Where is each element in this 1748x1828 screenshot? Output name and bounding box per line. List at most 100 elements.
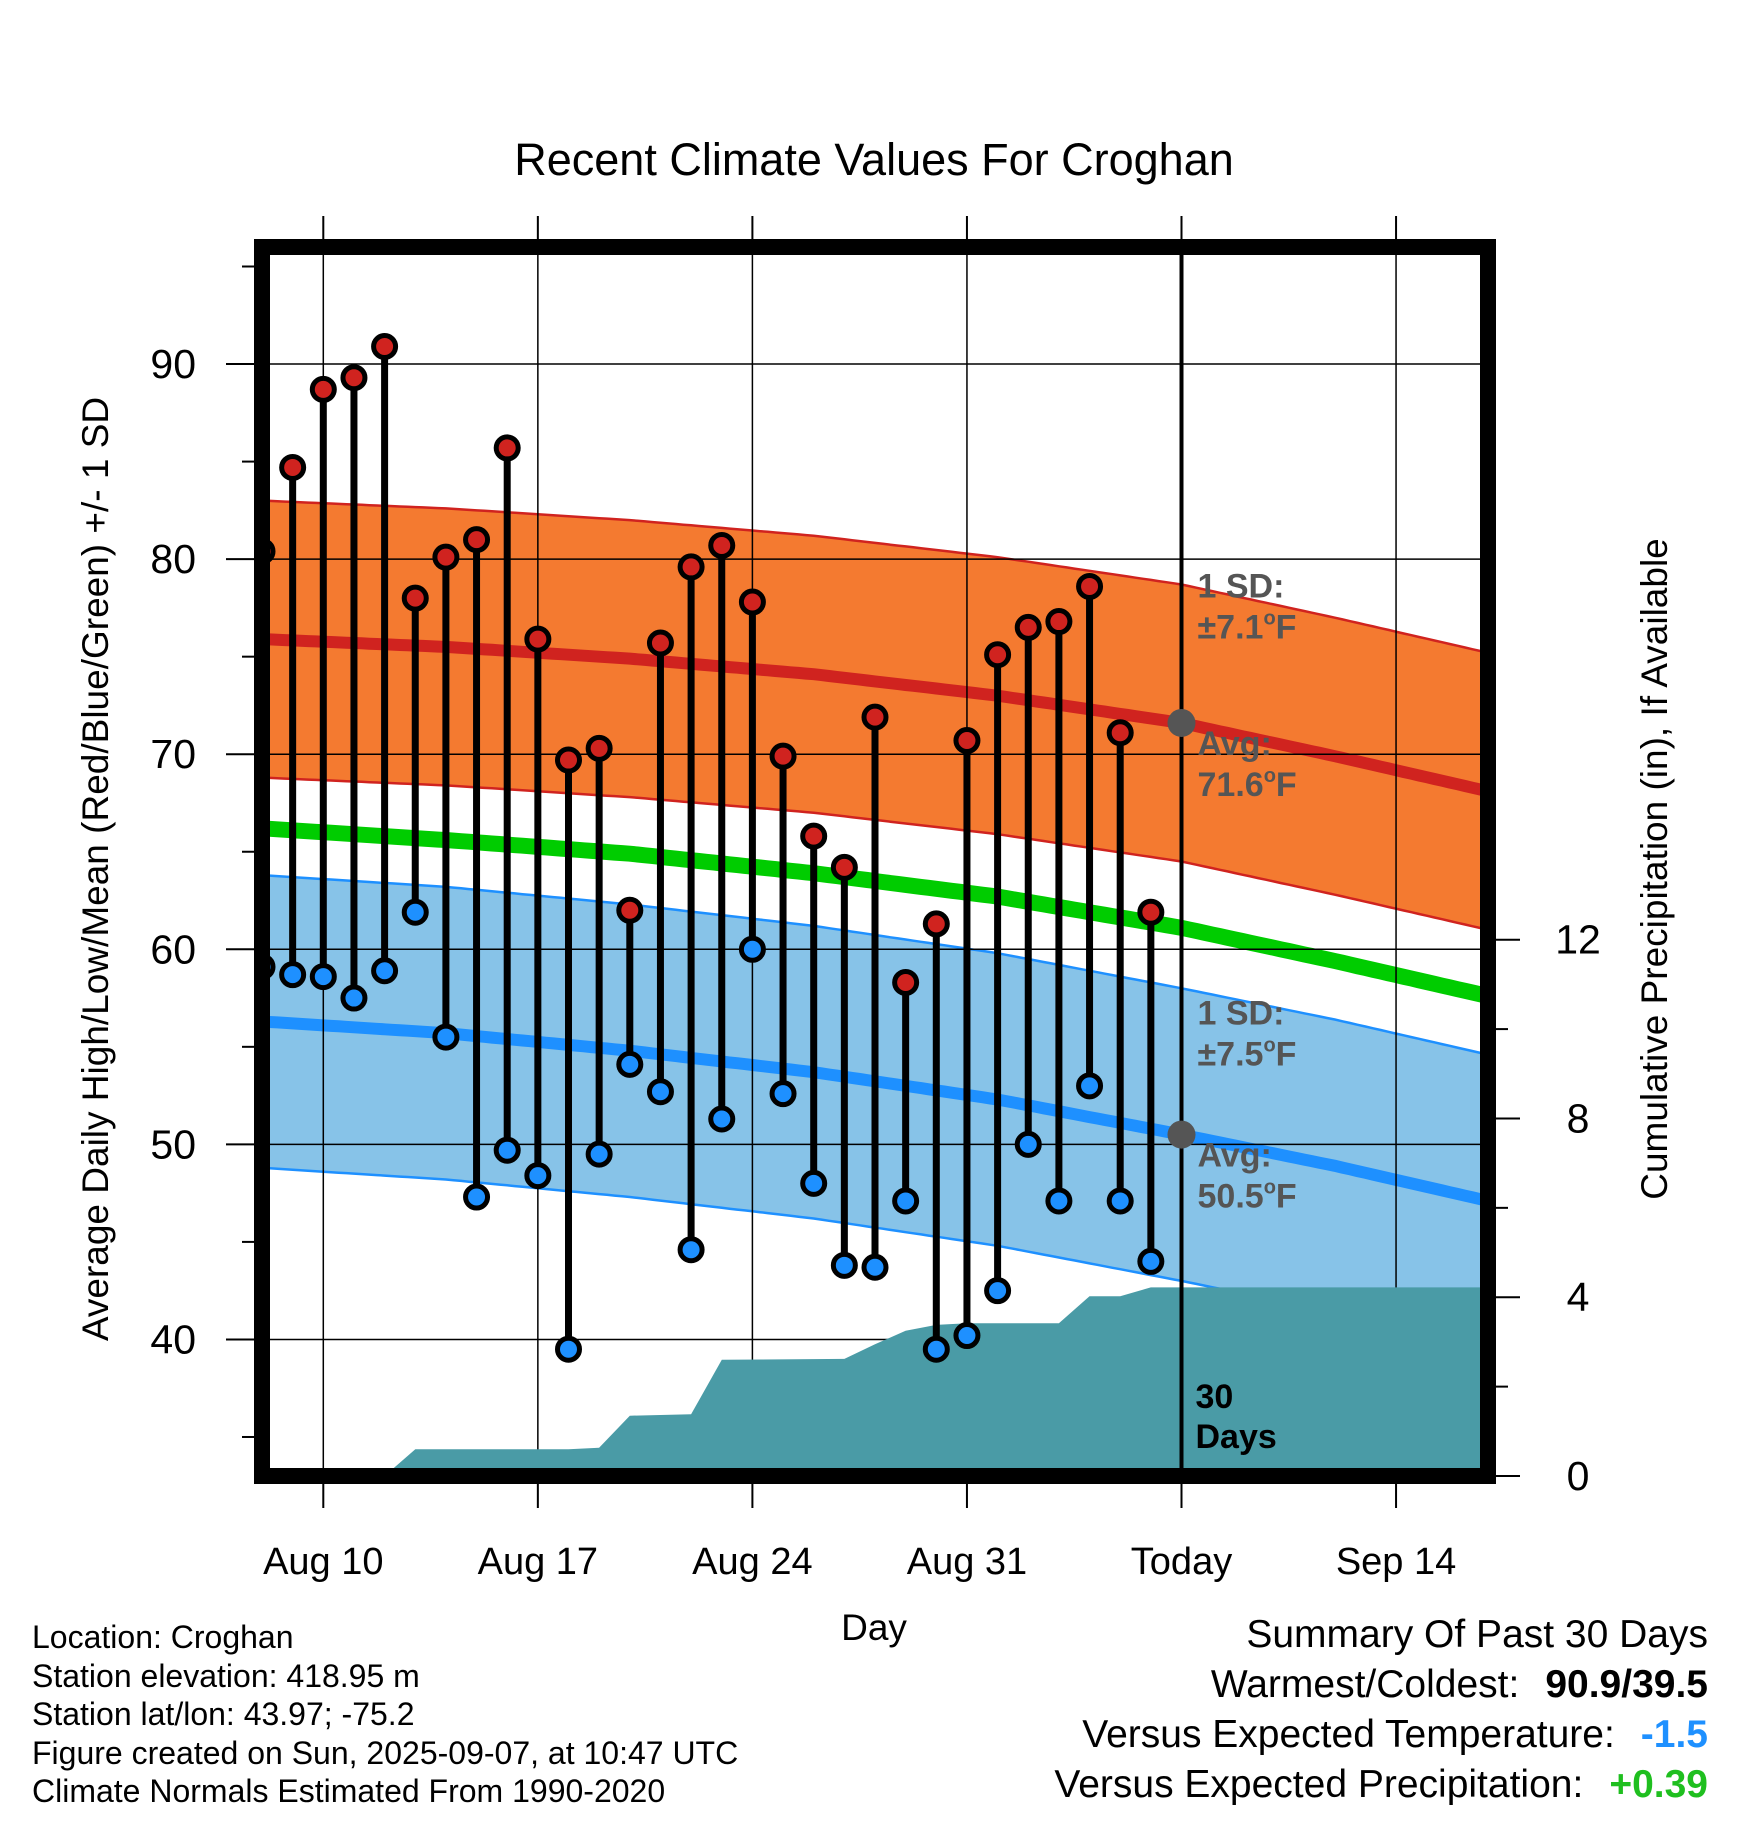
normal-high-line [262, 633, 1488, 798]
y-tick-label: 50 [150, 1121, 196, 1167]
today-marker: 30 Days [1179, 247, 1277, 1476]
daily-high-point [830, 853, 858, 881]
daily-high-point [432, 543, 460, 571]
daily-low-point [1076, 1072, 1104, 1100]
y2-tick-label: 0 [1567, 1453, 1590, 1499]
daily-high-point [800, 822, 828, 850]
y2-tick-label: 4 [1567, 1274, 1590, 1320]
precip-label: Versus Expected Precipitation: [1054, 1763, 1584, 1806]
plot-frame [254, 239, 1496, 1484]
high-avg-value-unit: F [1276, 766, 1297, 804]
daily-high-point [922, 910, 950, 938]
low-avg-label-text: Avg: [1198, 1137, 1272, 1175]
daily-high-point [616, 896, 644, 924]
station-info: Location: Croghan Station elevation: 418… [32, 1618, 738, 1811]
daily-high-point [493, 434, 521, 462]
precip-value: +0.39 [1609, 1763, 1708, 1806]
daily-high-point [1045, 608, 1073, 636]
daily-high-point [401, 584, 429, 612]
daily-high-point [738, 588, 766, 616]
daily-observations [262, 332, 1165, 1363]
high-sd-value-degree: o [1263, 607, 1275, 629]
low-avg-label: Avg: [1198, 1137, 1272, 1175]
temp-value: -1.5 [1640, 1713, 1708, 1756]
daily-low-point [401, 898, 429, 926]
daily-high-point [1137, 898, 1165, 926]
y-tick-label: 40 [150, 1316, 196, 1362]
daily-low-point [677, 1236, 705, 1264]
daily-low-point [984, 1277, 1012, 1305]
daily-high-point [769, 742, 797, 770]
daily-high-point [1106, 719, 1134, 747]
high-sd-value-unit: F [1276, 608, 1297, 646]
high-avg-value-text: 71.6 [1198, 766, 1264, 804]
daily-high-point [984, 641, 1012, 669]
x-tick-label: Aug 24 [692, 1541, 812, 1583]
created-text: Figure created on Sun, 2025-09-07, at 10… [32, 1734, 739, 1771]
daily-high-point [1076, 572, 1104, 600]
y-tick-label: 70 [150, 731, 196, 777]
daily-low-point [1045, 1187, 1073, 1215]
high-sd-value: ±7.1oF [1198, 607, 1297, 646]
summary-title: Summary Of Past 30 Days [1246, 1613, 1708, 1656]
daily-low-point [646, 1078, 674, 1106]
daily-low-point [769, 1080, 797, 1108]
temp-label: Versus Expected Temperature: [1082, 1713, 1615, 1756]
daily-high-point [463, 526, 491, 554]
summary-panel: Summary Of Past 30 Days Warmest/Coldest:… [1054, 1610, 1708, 1810]
daily-high-point [371, 332, 399, 360]
low-avg-value-text: 50.5 [1198, 1178, 1264, 1216]
daily-low-point [738, 935, 766, 963]
low-avg-value-unit: F [1276, 1178, 1297, 1216]
daily-low-point [463, 1183, 491, 1211]
daily-high-point [340, 364, 368, 392]
axes: 40 50 60 70 80 90 0 4 8 12 Aug 10 Aug 17 Aug 24 Aug 3… [150, 216, 1601, 1583]
daily-high-point [555, 746, 582, 774]
today-high-avg-dot [1167, 708, 1196, 737]
precipitation-area [262, 1287, 1488, 1476]
daily-low-point [555, 1335, 582, 1363]
x-tick-label: Sep 14 [1336, 1541, 1456, 1583]
daily-low-point [309, 963, 337, 991]
daily-high-point [708, 531, 736, 559]
daily-high-point [892, 968, 920, 996]
high-sd-label-text: 1 SD: [1198, 567, 1285, 605]
location-text: Location: Croghan [32, 1619, 294, 1655]
high-sd-value-text: ±7.1 [1198, 608, 1264, 646]
low-sd-value: ±7.5oF [1198, 1034, 1297, 1073]
daily-high-point [646, 629, 674, 657]
y2-axis-label: Cumulative Precipitation (in), If Availa… [1634, 538, 1675, 1200]
daily-low-point [953, 1322, 981, 1350]
daily-low-point [1137, 1247, 1165, 1275]
high-avg-value: 71.6oF [1198, 765, 1297, 804]
daily-low-point [585, 1140, 613, 1168]
daily-high-point [279, 453, 307, 481]
today-low-avg-dot [1167, 1120, 1196, 1149]
y2-tick-label: 12 [1555, 917, 1601, 963]
high-avg-label: Avg: [1198, 725, 1272, 763]
warm-cold-value: 90.9/39.5 [1545, 1663, 1708, 1706]
x-tick-label: Aug 31 [907, 1541, 1027, 1583]
daily-low-point [432, 1023, 460, 1051]
precip-row: Versus Expected Precipitation: +0.39 [1054, 1760, 1708, 1810]
today-label: 30 Days [1196, 1378, 1277, 1456]
daily-low-point [922, 1335, 950, 1363]
low-sd-value-text: ±7.5 [1198, 1035, 1264, 1073]
daily-high-point [861, 703, 889, 731]
y-tick-label: 60 [150, 926, 196, 972]
y-axis-label: Average Daily High/Low/Mean (Red/Blue/Gr… [75, 397, 116, 1341]
daily-low-point [830, 1251, 858, 1279]
daily-high-point [1014, 613, 1042, 641]
daily-low-point [340, 984, 368, 1012]
daily-low-point [524, 1162, 552, 1190]
daily-low-point [800, 1169, 828, 1197]
elevation-text: Station elevation: 418.95 m [32, 1657, 420, 1694]
daily-high-point [524, 625, 552, 653]
today-label-line: 30 [1196, 1378, 1234, 1416]
low-sd-label-text: 1 SD: [1198, 994, 1285, 1032]
daily-low-point [279, 961, 307, 989]
daily-high-point [309, 375, 337, 403]
high-avg-value-degree: o [1264, 765, 1276, 787]
